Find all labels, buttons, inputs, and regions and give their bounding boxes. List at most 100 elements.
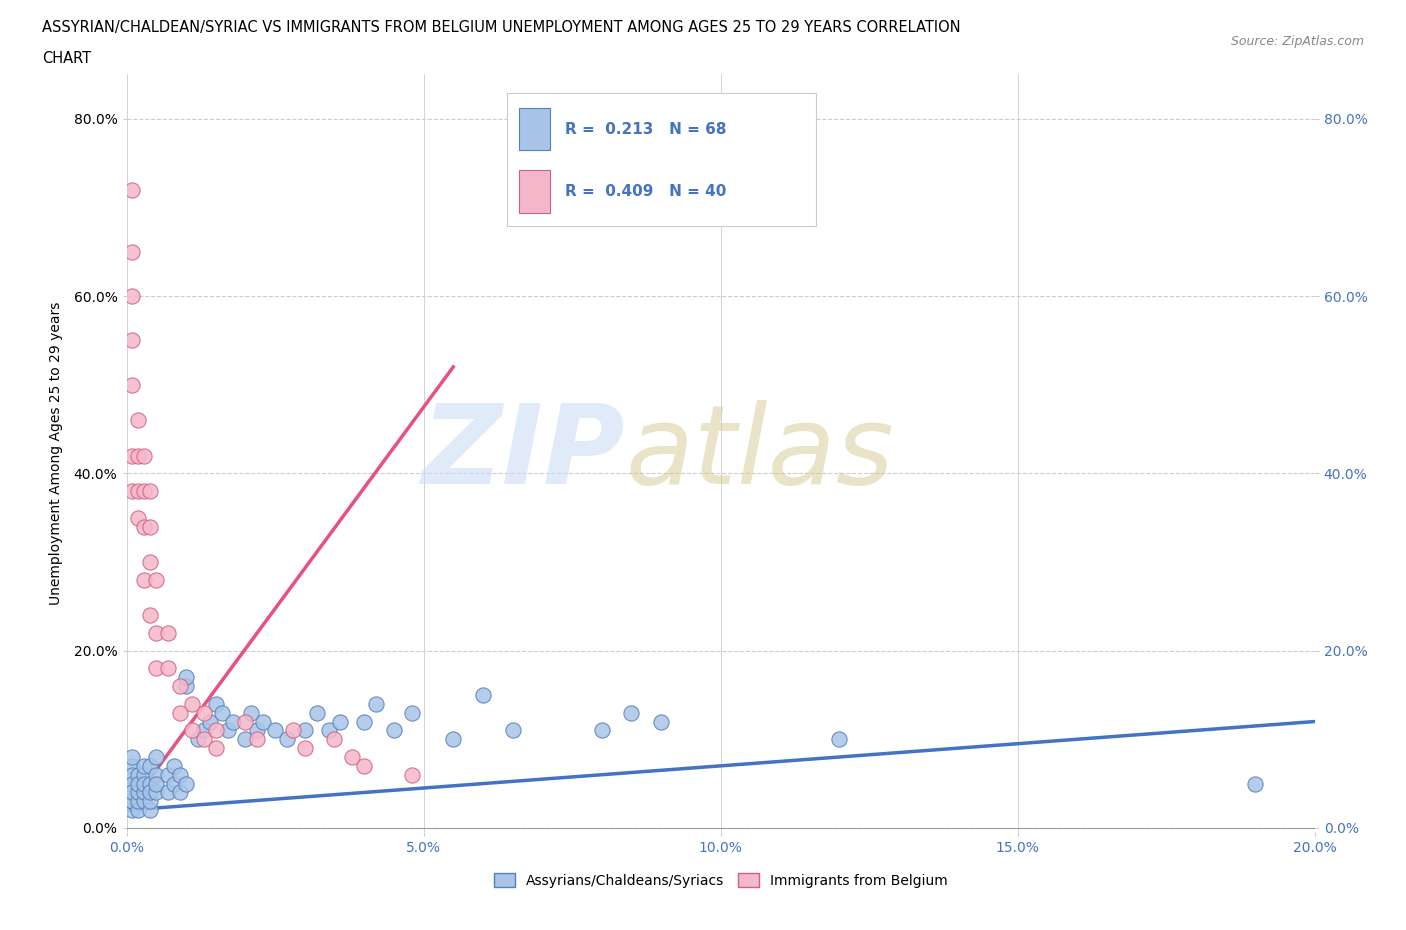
Point	[121, 803, 143, 817]
Point	[121, 794, 143, 809]
Point	[157, 785, 180, 800]
Point	[145, 777, 167, 791]
Point	[145, 661, 167, 676]
Point	[145, 785, 167, 800]
Point	[134, 759, 156, 774]
Legend: Assyrians/Chaldeans/Syriacs, Immigrants from Belgium: Assyrians/Chaldeans/Syriacs, Immigrants …	[488, 868, 953, 894]
Point	[329, 714, 352, 729]
Text: ASSYRIAN/CHALDEAN/SYRIAC VS IMMIGRANTS FROM BELGIUM UNEMPLOYMENT AMONG AGES 25 T: ASSYRIAN/CHALDEAN/SYRIAC VS IMMIGRANTS F…	[42, 20, 960, 35]
Point	[121, 759, 143, 774]
Point	[157, 661, 180, 676]
Point	[294, 740, 316, 755]
Point	[163, 759, 186, 774]
Point	[294, 723, 316, 737]
Point	[139, 554, 162, 569]
Point	[121, 245, 143, 259]
Text: CHART: CHART	[42, 51, 91, 66]
Point	[650, 714, 672, 729]
Point	[145, 767, 167, 782]
Point	[264, 723, 287, 737]
Point	[157, 626, 180, 641]
Point	[127, 767, 149, 782]
Point	[246, 723, 269, 737]
Point	[134, 572, 156, 587]
Point	[204, 723, 226, 737]
Point	[174, 679, 197, 694]
Point	[828, 732, 851, 747]
Point	[169, 767, 191, 782]
Point	[169, 705, 191, 720]
Point	[134, 767, 156, 782]
Point	[382, 723, 405, 737]
Point	[139, 759, 162, 774]
Point	[127, 511, 149, 525]
Point	[222, 714, 245, 729]
Point	[193, 705, 215, 720]
Point	[127, 413, 149, 428]
Point	[233, 714, 256, 729]
Point	[174, 777, 197, 791]
Point	[364, 697, 387, 711]
Point	[127, 794, 149, 809]
Point	[193, 723, 215, 737]
Text: atlas: atlas	[626, 400, 894, 507]
Point	[353, 714, 375, 729]
Point	[134, 777, 156, 791]
Point	[127, 803, 149, 817]
Point	[204, 697, 226, 711]
Point	[121, 777, 143, 791]
Point	[121, 750, 143, 764]
Point	[276, 732, 298, 747]
Point	[591, 723, 613, 737]
Point	[342, 750, 364, 764]
Point	[187, 732, 209, 747]
Point	[134, 519, 156, 534]
Point	[180, 697, 202, 711]
Point	[139, 803, 162, 817]
Point	[127, 448, 149, 463]
Point	[121, 777, 143, 791]
Point	[174, 670, 197, 684]
Point	[121, 767, 143, 782]
Point	[211, 705, 233, 720]
Point	[121, 182, 143, 197]
Point	[401, 705, 423, 720]
Point	[169, 785, 191, 800]
Point	[134, 794, 156, 809]
Point	[121, 448, 143, 463]
Point	[401, 767, 423, 782]
Point	[157, 767, 180, 782]
Text: ZIP: ZIP	[422, 400, 626, 507]
Point	[281, 723, 304, 737]
Point	[139, 785, 162, 800]
Point	[134, 785, 156, 800]
Point	[471, 687, 495, 702]
Point	[204, 740, 226, 755]
Point	[134, 448, 156, 463]
Point	[240, 705, 263, 720]
Point	[127, 777, 149, 791]
Point	[127, 785, 149, 800]
Point	[139, 607, 162, 622]
Point	[145, 626, 167, 641]
Point	[139, 484, 162, 498]
Point	[620, 705, 643, 720]
Point	[134, 484, 156, 498]
Point	[121, 484, 143, 498]
Point	[246, 732, 269, 747]
Point	[353, 759, 375, 774]
Point	[163, 777, 186, 791]
Point	[305, 705, 328, 720]
Point	[180, 723, 202, 737]
Point	[121, 785, 143, 800]
Point	[139, 519, 162, 534]
Point	[145, 750, 167, 764]
Point	[121, 378, 143, 392]
Point	[233, 732, 256, 747]
Point	[318, 723, 340, 737]
Point	[145, 572, 167, 587]
Point	[121, 333, 143, 348]
Point	[121, 794, 143, 809]
Point	[121, 288, 143, 303]
Point	[502, 723, 524, 737]
